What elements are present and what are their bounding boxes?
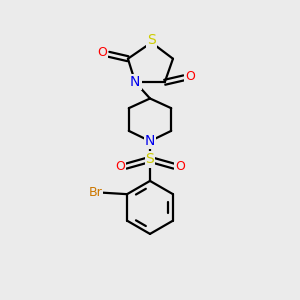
Text: Br: Br xyxy=(89,186,102,199)
Text: N: N xyxy=(130,75,140,89)
Text: O: O xyxy=(98,46,107,59)
Text: O: O xyxy=(115,160,125,173)
Text: O: O xyxy=(185,70,195,83)
Text: S: S xyxy=(146,152,154,167)
Text: S: S xyxy=(147,33,156,46)
Text: N: N xyxy=(145,134,155,148)
Text: O: O xyxy=(175,160,185,173)
